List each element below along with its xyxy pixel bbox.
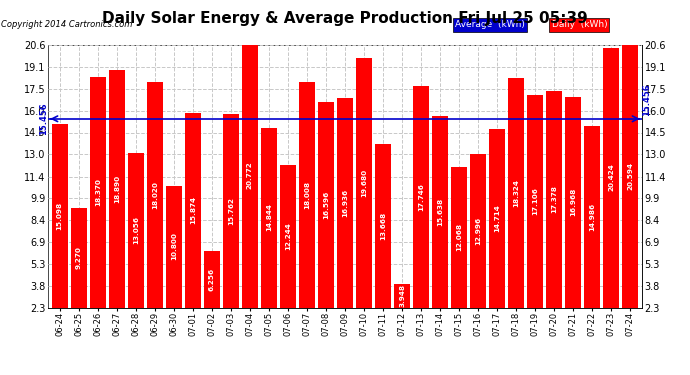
Bar: [128, 153, 144, 308]
Bar: [109, 69, 125, 308]
Bar: [565, 97, 581, 308]
Bar: [584, 126, 600, 308]
Bar: [299, 82, 315, 308]
Bar: [375, 144, 391, 308]
Text: 18.324: 18.324: [513, 178, 519, 207]
Text: 15.098: 15.098: [57, 202, 63, 230]
Text: 15.638: 15.638: [437, 198, 443, 226]
Text: 19.680: 19.680: [361, 169, 367, 197]
Text: 10.800: 10.800: [171, 232, 177, 261]
Text: 20.594: 20.594: [627, 162, 633, 190]
Bar: [261, 128, 277, 308]
Text: 14.714: 14.714: [494, 205, 500, 232]
Text: Daily  (kWh): Daily (kWh): [551, 20, 607, 29]
Bar: [223, 114, 239, 308]
Bar: [71, 207, 86, 308]
Text: 16.968: 16.968: [570, 188, 576, 216]
Bar: [242, 42, 257, 308]
Text: 20.772: 20.772: [247, 161, 253, 189]
Bar: [509, 78, 524, 308]
Text: 12.244: 12.244: [285, 222, 291, 250]
Bar: [90, 77, 106, 308]
Text: 18.890: 18.890: [114, 174, 120, 202]
Text: 15.762: 15.762: [228, 197, 234, 225]
Text: 3.948: 3.948: [399, 284, 405, 307]
Text: 13.668: 13.668: [380, 212, 386, 240]
Text: 16.596: 16.596: [323, 191, 329, 219]
Bar: [185, 113, 201, 308]
Text: 12.068: 12.068: [456, 224, 462, 252]
Bar: [433, 116, 448, 308]
Text: 17.106: 17.106: [532, 188, 538, 215]
Bar: [394, 284, 410, 308]
Text: 17.378: 17.378: [551, 185, 558, 213]
Bar: [471, 154, 486, 308]
Bar: [280, 165, 296, 308]
Text: 18.008: 18.008: [304, 181, 310, 209]
Text: 15.874: 15.874: [190, 196, 196, 224]
Text: 12.996: 12.996: [475, 217, 481, 245]
Text: Daily Solar Energy & Average Production Fri Jul 25 05:39: Daily Solar Energy & Average Production …: [102, 11, 588, 26]
Text: 18.020: 18.020: [152, 181, 158, 209]
Bar: [337, 98, 353, 308]
Text: 14.844: 14.844: [266, 204, 272, 231]
Text: 15.456: 15.456: [39, 102, 48, 135]
Bar: [318, 102, 334, 308]
Bar: [489, 129, 505, 308]
Bar: [604, 48, 619, 308]
Text: 6.256: 6.256: [209, 268, 215, 291]
Text: 18.370: 18.370: [95, 178, 101, 206]
Bar: [546, 91, 562, 308]
Text: 17.746: 17.746: [418, 183, 424, 211]
Text: 14.986: 14.986: [589, 202, 595, 231]
Text: Average  (kWh): Average (kWh): [455, 20, 524, 29]
Bar: [451, 167, 467, 308]
Bar: [147, 82, 163, 308]
Text: Copyright 2014 Cartronics.com: Copyright 2014 Cartronics.com: [1, 20, 132, 29]
Text: 16.936: 16.936: [342, 189, 348, 217]
Text: 20.424: 20.424: [609, 164, 614, 191]
Bar: [622, 45, 638, 308]
Bar: [356, 58, 372, 308]
Bar: [166, 186, 181, 308]
Bar: [527, 95, 543, 308]
Bar: [204, 251, 219, 308]
Text: 9.270: 9.270: [76, 246, 81, 269]
Text: 15.456: 15.456: [642, 83, 651, 116]
Bar: [413, 86, 429, 308]
Bar: [52, 124, 68, 308]
Text: 13.056: 13.056: [132, 216, 139, 244]
